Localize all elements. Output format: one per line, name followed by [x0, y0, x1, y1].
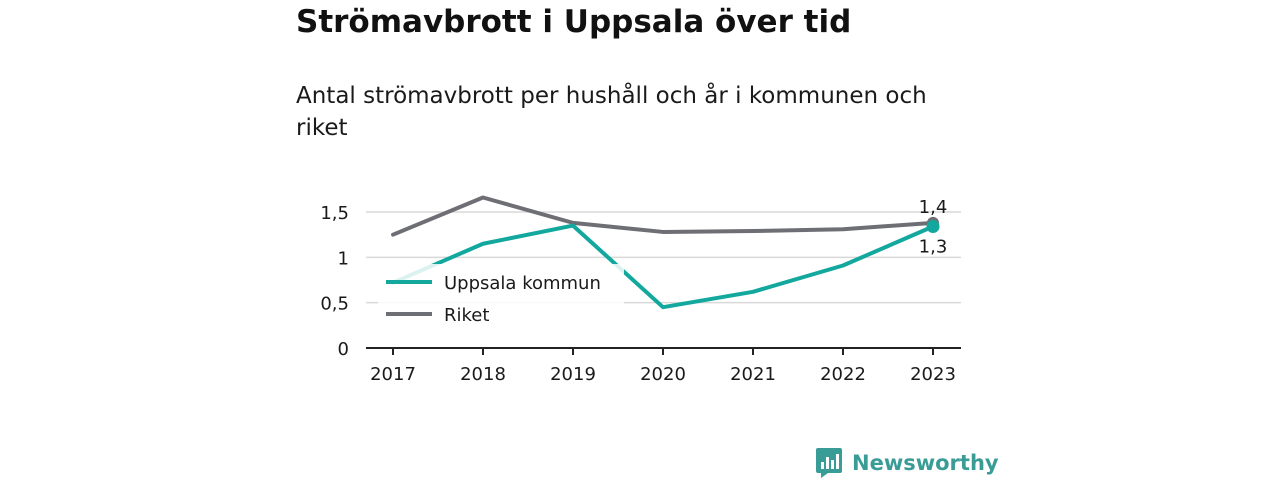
y-tick-label: 1,5 [320, 203, 349, 224]
y-tick-label: 0,5 [320, 294, 349, 315]
legend-label: Riket [444, 305, 489, 326]
page-title: Strömavbrott i Uppsala över tid [296, 4, 852, 40]
line-chart: 0 0,5 1 1,5 2017 2018 2019 2020 2021 2022 2023 Upp… [320, 195, 961, 385]
y-tick-label: 1 [338, 248, 349, 269]
x-tick-label: 2019 [550, 364, 596, 385]
series-line-riket [391, 195, 935, 237]
legend-label: Uppsala kommun [444, 273, 601, 294]
x-tick-label: 2017 [370, 364, 416, 385]
newsworthy-logo-icon [816, 448, 842, 478]
data-labels: 1,4 1,3 [919, 197, 948, 258]
x-tick-label: 2021 [730, 364, 776, 385]
end-label-riket: 1,4 [919, 197, 948, 218]
x-tick-label: 2023 [910, 364, 956, 385]
chart-subtitle: Antal strömavbrott per hushåll och år i … [296, 83, 927, 141]
legend: Uppsala kommun Riket [378, 264, 624, 328]
brand-logo: Newsworthy [815, 446, 999, 480]
brand-name: Newsworthy [852, 451, 999, 475]
x-tick-label: 2022 [820, 364, 866, 385]
y-tick-label: 0 [338, 339, 349, 360]
legend-background [378, 264, 624, 328]
end-label-uppsala: 1,3 [919, 237, 948, 258]
x-tick-label: 2020 [640, 364, 686, 385]
end-point-uppsala [926, 220, 940, 234]
series-lines [391, 195, 935, 310]
axes: 0 0,5 1 1,5 2017 2018 2019 2020 2021 2022 2023 [320, 203, 961, 385]
series-line-uppsala-kommun [391, 223, 935, 310]
x-tick-label: 2018 [460, 364, 506, 385]
